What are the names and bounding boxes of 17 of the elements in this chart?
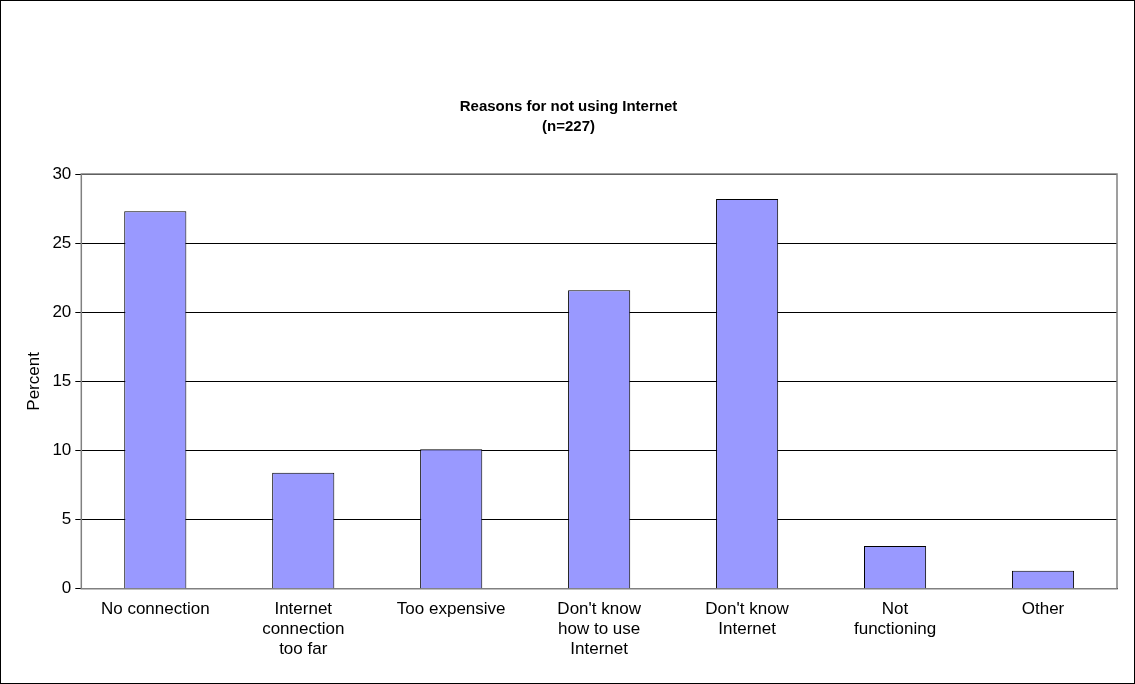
y-tick-label: 10	[52, 440, 72, 460]
y-axis-title: Percent	[23, 351, 43, 411]
x-tick-label: Don't know Internet	[705, 598, 790, 639]
x-tick-label: Don't know how to use Internet	[557, 598, 642, 659]
y-tick-label: 5	[61, 509, 72, 529]
y-tick-label: 30	[52, 163, 72, 183]
y-tick-label: 20	[52, 301, 72, 321]
y-tick-label: 0	[61, 578, 72, 598]
x-tick-label: Too expensive	[396, 598, 506, 618]
x-tick-label: No connection	[100, 598, 210, 618]
y-tick-label: 15	[52, 371, 72, 391]
chart-title: Reasons for not using Internet	[459, 97, 678, 115]
chart-subtitle: (n=227)	[542, 117, 595, 135]
x-tick-label: Not functioning	[853, 598, 937, 639]
x-tick-label: Internet connection too far	[262, 598, 345, 659]
x-tick-label: Other	[1021, 598, 1065, 618]
y-tick-label: 25	[52, 232, 72, 252]
